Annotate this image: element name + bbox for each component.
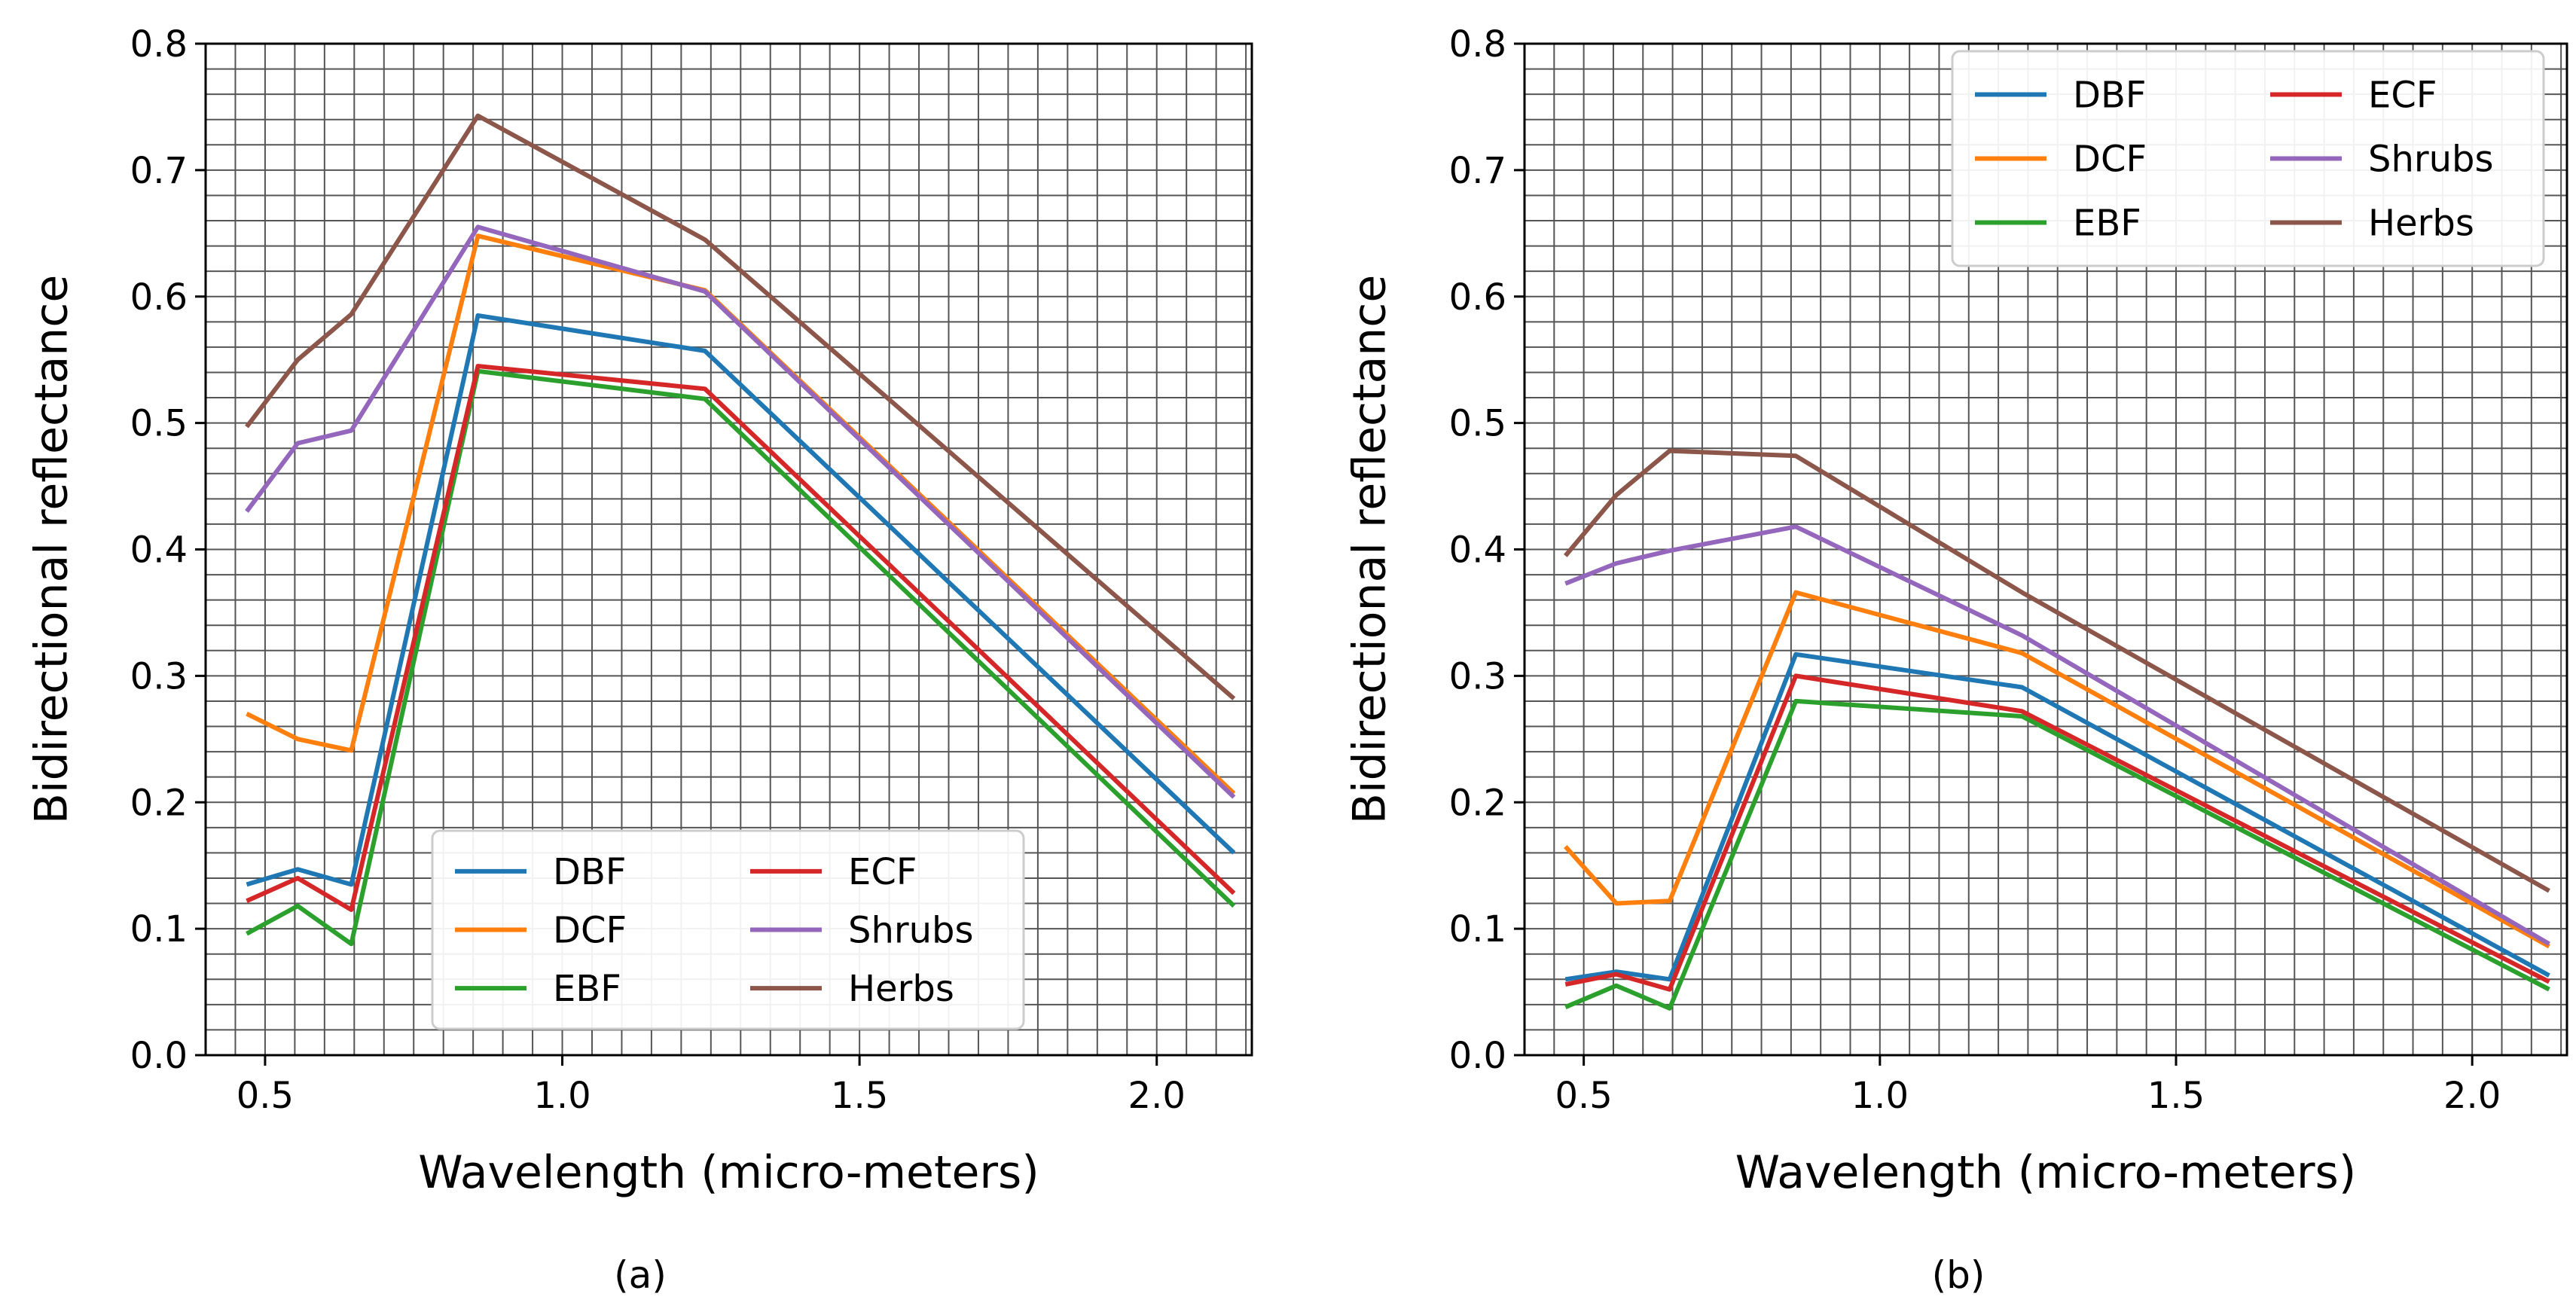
- y-axis-label: Bidirectional reflectance: [1344, 275, 1396, 824]
- series-line-shrubs: [245, 224, 1236, 799]
- series-line-shrubs: [1564, 524, 2550, 946]
- y-tick-label: 0.4: [1449, 529, 1506, 572]
- y-tick-label: 0.0: [1449, 1035, 1506, 1077]
- series-line-herbs: [1564, 448, 2550, 893]
- y-tick-label: 0.6: [1449, 276, 1506, 319]
- y-tick-label: 0.3: [130, 655, 188, 697]
- y-tick-label: 0.7: [1449, 150, 1506, 192]
- legend-label-shrubs: Shrubs: [848, 910, 974, 952]
- panel-label: (a): [614, 1253, 667, 1297]
- y-tick-label: 0.5: [1449, 403, 1506, 445]
- y-tick-label: 0.2: [130, 782, 188, 824]
- y-tick-label: 0.1: [130, 908, 188, 950]
- legend-label-ecf: ECF: [848, 851, 917, 893]
- x-tick-label: 0.5: [237, 1075, 294, 1117]
- x-tick-label: 0.5: [1555, 1075, 1612, 1117]
- x-tick-label: 1.5: [2147, 1075, 2205, 1117]
- y-axis-label: Bidirectional reflectance: [26, 275, 78, 824]
- series-line-dcf: [1564, 590, 2550, 949]
- x-tick-label: 1.0: [1851, 1075, 1909, 1117]
- y-tick-label: 0.6: [130, 276, 188, 319]
- y-tick-label: 0.4: [130, 529, 188, 572]
- legend-label-ebf: EBF: [2073, 203, 2141, 245]
- legend-label-shrubs: Shrubs: [2368, 139, 2494, 181]
- legend-label-ecf: ECF: [2368, 75, 2437, 117]
- legend-label-herbs: Herbs: [848, 968, 954, 1010]
- y-tick-label: 0.7: [130, 150, 188, 192]
- series-line-herbs: [245, 113, 1236, 700]
- legend-label-dbf: DBF: [2073, 75, 2147, 117]
- x-tick-label: 1.5: [831, 1075, 888, 1117]
- legend-box: [1951, 50, 2545, 267]
- y-tick-label: 0.8: [1449, 23, 1506, 66]
- legend: DBF DCF EBF ECF Shrubs Herbs: [431, 829, 1025, 1030]
- legend-label-dcf: DCF: [553, 910, 627, 952]
- y-tick-label: 0.8: [130, 23, 188, 66]
- legend-label-dbf: DBF: [553, 851, 627, 893]
- y-tick-label: 0.2: [1449, 782, 1506, 824]
- legend: DBF DCF EBF ECF Shrubs Herbs: [1951, 50, 2545, 267]
- series-line-ecf: [1564, 673, 2550, 992]
- y-tick-label: 0.0: [130, 1035, 188, 1077]
- series-line-dbf: [246, 313, 1236, 887]
- y-tick-label: 0.3: [1449, 655, 1506, 697]
- y-tick-label: 0.1: [1449, 908, 1506, 950]
- chart-panel-b: 0.0 0.1 0.2 0.3 0.4 0.5 0.6 0.7 0.8 0.5 1.0 1.5 2.0 W…: [1344, 23, 2568, 1297]
- series-line-dbf: [1564, 651, 2550, 982]
- series-line-ebf: [246, 368, 1236, 947]
- legend-box: [431, 829, 1025, 1030]
- panel-label: (b): [1932, 1253, 1985, 1297]
- x-axis-label: Wavelength (micro-meters): [418, 1146, 1039, 1199]
- x-tick-label: 2.0: [2443, 1075, 2501, 1117]
- legend-label-dcf: DCF: [2073, 139, 2147, 181]
- legend-label-ebf: EBF: [553, 968, 621, 1010]
- y-tick-label: 0.5: [130, 403, 188, 445]
- x-tick-label: 2.0: [1128, 1075, 1186, 1117]
- series-line-ebf: [1564, 698, 2550, 1011]
- legend-label-herbs: Herbs: [2368, 203, 2474, 245]
- series-line-ecf: [246, 364, 1236, 912]
- chart-panel-a: 0.0 0.1 0.2 0.3 0.4 0.5 0.6 0.7 0.8 0.5 1.0 1.5 2.0 W…: [26, 23, 1253, 1297]
- x-axis-label: Wavelength (micro-meters): [1735, 1146, 2356, 1199]
- x-tick-label: 1.0: [533, 1075, 591, 1117]
